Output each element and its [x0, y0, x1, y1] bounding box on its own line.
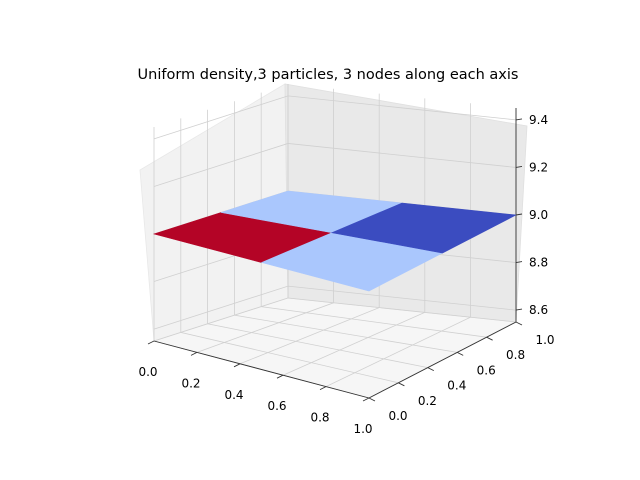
z-tick-label-4: 9.4: [529, 113, 548, 127]
y-tick-label-4: 0.8: [506, 348, 525, 362]
y-tick-label-3: 0.6: [477, 363, 496, 377]
z-gridline-0: [153, 285, 517, 330]
z-gridline-3: [153, 143, 517, 187]
y-tick-label-2: 0.4: [447, 379, 466, 393]
y-tick-mark-3: [456, 351, 464, 356]
y-tick-label-5: 1.0: [535, 333, 554, 347]
x-tick-mark-5: [362, 397, 370, 402]
x-tick-mark-0: [147, 340, 155, 345]
z-tick-mark-4: [515, 118, 523, 121]
y-tick-mark-5: [515, 321, 523, 326]
z-tick-label-3: 9.2: [529, 160, 548, 174]
x-tick-label-0: 0.0: [138, 365, 157, 379]
x-tick-label-4: 0.8: [310, 411, 329, 425]
z-tick-mark-1: [515, 261, 523, 263]
x-tick-label-5: 1.0: [353, 422, 372, 436]
x-tick-mark-3: [276, 374, 284, 379]
x-tick-mark-4: [319, 386, 327, 391]
y-gridline-1: [180, 118, 399, 384]
z-tick-label-2: 9.0: [529, 208, 548, 222]
y-tick-mark-0: [368, 397, 376, 402]
y-axis-line: [368, 321, 517, 399]
y-gridline-3: [233, 101, 458, 353]
y-gridline-4: [260, 92, 487, 338]
y-tick-mark-1: [398, 382, 405, 387]
y-tick-label-0: 0.0: [388, 409, 407, 423]
x-tick-label-2: 0.4: [224, 388, 243, 402]
z-gridline-4: [153, 95, 517, 140]
x-tick-mark-2: [233, 363, 241, 368]
z-tick-label-0: 8.6: [529, 303, 548, 317]
z-tick-mark-2: [515, 213, 523, 216]
y-tick-mark-4: [486, 336, 493, 341]
surface: [152, 190, 518, 292]
chart-title: Uniform density,3 particles, 3 nodes alo…: [138, 67, 519, 83]
y-tick-label-1: 0.2: [418, 394, 437, 408]
x-axis-line: [153, 340, 370, 399]
x-tick-mark-1: [190, 351, 198, 356]
z-axis-ticks: 8.6 8.8 9.0 9.2 9.4: [515, 113, 548, 317]
z-tick-mark-0: [515, 308, 523, 311]
y-gridline-2: [207, 109, 428, 368]
y-axis-ticks: 0.0 0.2 0.4 0.6 0.8 1.0: [368, 321, 555, 423]
z-tick-label-1: 8.8: [529, 256, 548, 270]
y-tick-mark-2: [427, 367, 435, 372]
x-axis-ticks: 0.0 0.2 0.4 0.6 0.8 1.0: [138, 340, 373, 436]
x-tick-label-1: 0.2: [181, 376, 200, 390]
y-gridline-5: [287, 84, 517, 323]
x-tick-label-3: 0.6: [267, 399, 286, 413]
z-tick-mark-3: [515, 166, 523, 168]
